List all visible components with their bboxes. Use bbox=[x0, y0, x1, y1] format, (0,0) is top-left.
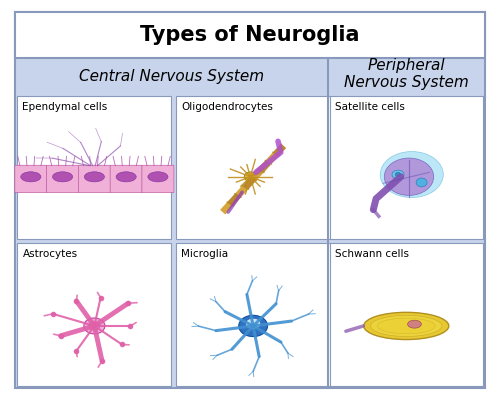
Circle shape bbox=[416, 178, 427, 187]
Text: Peripheral
Nervous System: Peripheral Nervous System bbox=[344, 58, 469, 90]
FancyBboxPatch shape bbox=[176, 243, 330, 386]
Ellipse shape bbox=[380, 152, 444, 198]
Ellipse shape bbox=[392, 170, 404, 179]
Text: Schwann cells: Schwann cells bbox=[335, 250, 409, 260]
Ellipse shape bbox=[148, 172, 168, 182]
Ellipse shape bbox=[246, 318, 261, 329]
Ellipse shape bbox=[384, 158, 434, 196]
FancyBboxPatch shape bbox=[110, 165, 142, 193]
Ellipse shape bbox=[116, 172, 136, 182]
Ellipse shape bbox=[364, 312, 449, 340]
FancyBboxPatch shape bbox=[15, 165, 47, 193]
Text: Oligodendrocytes: Oligodendrocytes bbox=[182, 102, 273, 112]
Ellipse shape bbox=[89, 322, 100, 330]
FancyBboxPatch shape bbox=[330, 96, 482, 239]
Ellipse shape bbox=[238, 315, 268, 336]
Ellipse shape bbox=[52, 172, 72, 182]
FancyBboxPatch shape bbox=[176, 96, 330, 239]
FancyBboxPatch shape bbox=[15, 12, 485, 388]
Ellipse shape bbox=[244, 172, 256, 182]
Ellipse shape bbox=[84, 318, 105, 334]
FancyBboxPatch shape bbox=[18, 96, 171, 239]
Ellipse shape bbox=[370, 315, 442, 336]
FancyBboxPatch shape bbox=[330, 243, 482, 386]
Text: Microglia: Microglia bbox=[182, 250, 228, 260]
Ellipse shape bbox=[84, 172, 104, 182]
Text: Satellite cells: Satellite cells bbox=[335, 102, 405, 112]
FancyBboxPatch shape bbox=[142, 165, 174, 193]
Circle shape bbox=[396, 172, 401, 177]
Ellipse shape bbox=[378, 318, 435, 334]
FancyBboxPatch shape bbox=[15, 12, 485, 58]
Text: Types of Neuroglia: Types of Neuroglia bbox=[140, 25, 360, 45]
Ellipse shape bbox=[408, 320, 422, 328]
Text: Astrocytes: Astrocytes bbox=[22, 250, 78, 260]
Text: Central Nervous System: Central Nervous System bbox=[78, 68, 264, 84]
FancyBboxPatch shape bbox=[78, 165, 110, 193]
FancyBboxPatch shape bbox=[18, 243, 171, 386]
Ellipse shape bbox=[21, 172, 41, 182]
FancyBboxPatch shape bbox=[46, 165, 78, 193]
Text: Ependymal cells: Ependymal cells bbox=[22, 102, 108, 112]
